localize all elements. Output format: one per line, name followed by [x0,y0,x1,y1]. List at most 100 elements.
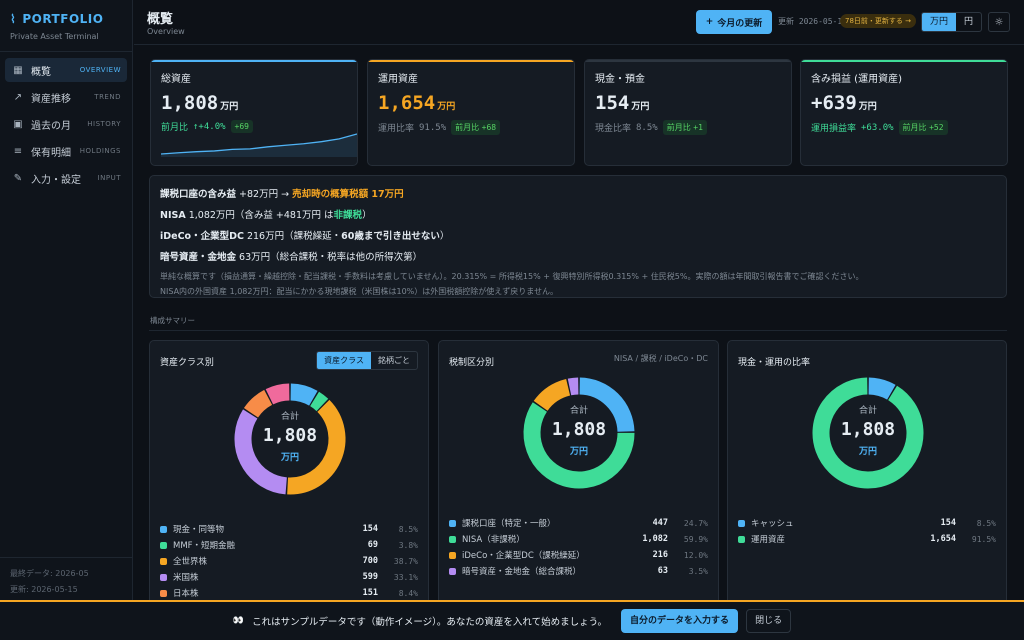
kpi-sub-label: 前月比 [161,123,189,133]
donut-slice[interactable] [523,402,635,489]
tax-line-nisa: NISA 1,082万円（含み益 +481万円 は非課税） [160,207,996,221]
tax-line-crypto-title: 暗号資産・金地金 [160,252,237,263]
donut-slice[interactable] [287,399,346,495]
plus-icon: + [705,17,714,27]
composition-card: 税制区分別 NISA / 課税 / iDeCo・DC 合計 1,808 万円 課税口座（特… [438,340,719,610]
stale-update-badge[interactable]: 78日前・更新する → [840,14,916,28]
sidebar-item-input[interactable]: ✎ 入力・設定 INPUT [5,166,127,190]
sidebar-item-holdings[interactable]: ≡ 保有明細 HOLDINGS [5,139,127,163]
donut-slice[interactable] [868,377,896,400]
donut-slice[interactable] [243,389,273,418]
kpi-sub-value: 8.5% [636,122,658,133]
legend-value: 216 [652,550,668,560]
kpi-card: 含み損益 (運用資産) +639 万円運用損益率 +63.0% 前月比 +52 [800,59,1008,166]
legend-row[interactable]: キャッシュ 154 8.5% [738,515,996,531]
legend-percent: 8.5% [398,524,418,534]
legend-row[interactable]: 日本株 151 8.4% [160,585,418,601]
kpi-number: +639 [811,92,857,114]
tab-asset-class[interactable]: 資産クラス [317,352,371,369]
legend-value: 154 [940,518,956,528]
legend-row[interactable]: NISA（非課税） 1,082 59.9% [449,531,708,547]
legend-swatch [160,589,167,597]
tax-note-nisa-foreign: NISA内の外国資産 1,082万円：配当にかかる現地課税（米国株は10%）は外… [160,287,559,296]
sidebar-nav: ▦ 概覧 OVERVIEW ↗ 資産推移 TREND ▣ 過去の月 HISTORY ≡ 保有明細 HO… [0,52,132,199]
legend-row[interactable]: 課税口座（特定・一般） 447 24.7% [449,515,708,531]
legend: キャッシュ 154 8.5% 運用資産 1,654 91.5% [738,515,996,547]
donut-slice[interactable] [567,377,579,396]
tax-summary: 課税口座の含み益 +82万円 → 売却時の概算税額 17万円 NISA 1,08… [149,175,1007,298]
donut-center-unit: 万円 [858,447,877,457]
sidebar-item-label: 入力・設定 [31,174,81,186]
close-banner-button[interactable]: 閉じる [746,609,792,633]
legend-row[interactable]: 米国株 599 33.1% [160,569,418,585]
theme-toggle-button[interactable]: ☼ [988,12,1010,32]
kpi-delta-chip: 前月比 +52 [898,120,948,135]
tax-line-ideco-close: ） [439,231,450,242]
legend-swatch [160,525,167,533]
sidebar-item-history[interactable]: ▣ 過去の月 HISTORY [5,112,127,136]
kpi-unit: 万円 [220,102,239,112]
legend-value: 154 [362,524,378,534]
unit-toggle: 万円 円 [921,12,983,32]
unit-man-yen-option[interactable]: 万円 [922,13,957,31]
tax-line-ideco: iDeCo・企業型DC 216万円（課税繰延・60歳まで引き出せない） [160,228,996,242]
sidebar-item-en-label: HOLDINGS [79,147,121,155]
legend-name: NISA（非課税） [462,535,525,545]
kpi-sub-label: 運用比率 [378,124,415,134]
legend-row[interactable]: 現金・同等物 154 8.5% [160,521,418,537]
breakdown-toggle: 資産クラス 銘柄ごと [316,351,418,370]
sidebar-item-trend[interactable]: ↗ 資産推移 TREND [5,85,127,109]
legend-row[interactable]: iDeCo・企業型DC（課税繰延） 216 12.0% [449,547,708,563]
donut-chart [234,383,346,495]
legend-percent: 38.7% [393,556,418,566]
donut-slice[interactable] [265,383,290,405]
kpi-title: 含み損益 (運用資産) [811,74,902,85]
kpi-chip-label: 前月比 [902,123,927,132]
sidebar-item-en-label: OVERVIEW [79,66,121,74]
donut-slice[interactable] [309,391,329,412]
tab-by-holding[interactable]: 銘柄ごと [378,356,410,365]
legend-row[interactable]: 暗号資産・金地金（総合課税） 63 3.5% [449,563,708,579]
sparkline-area [161,134,357,157]
legend: 現金・同等物 154 8.5% MMF・短期金融 69 3.8% 全世界株 700 38.7% 米… [160,521,418,601]
monthly-update-button[interactable]: + 今月の更新 [696,10,772,34]
card-title: 資産クラス別 [160,358,214,368]
donut-slice[interactable] [533,379,571,412]
donut-center-label: 合計 [569,406,588,416]
kpi-number: 1,654 [378,92,436,114]
legend-name: 暗号資産・金地金（総合課税） [462,567,582,577]
donut-slice[interactable] [579,377,635,433]
donut-center-value: 1,808 [840,419,896,440]
kpi-accent-bar [801,60,1007,62]
page-title: 概覧 [147,12,174,27]
legend-swatch [160,573,167,581]
kpi-card: 現金・預金 154 万円 現金比率 8.5% 前月比 +1 [584,59,792,166]
unit-yen-option[interactable]: 円 [964,17,974,27]
sidebar-item-overview[interactable]: ▦ 概覧 OVERVIEW [5,58,127,82]
enter-my-data-button[interactable]: 自分のデータを入力する [621,609,739,633]
legend-row[interactable]: 全世界株 700 38.7% [160,553,418,569]
kpi-card: 総資産 1,808 万円 前月比 ↑+4.0% +69 [150,59,358,166]
legend-percent: 3.8% [398,540,418,550]
sidebar-item-label: 概覧 [31,66,51,78]
donut-slice[interactable] [234,409,288,495]
donut-center: 合計 1,808 万円 [240,409,340,463]
kpi-sub-row: 運用損益率 +63.0% 前月比 +52 [811,120,997,135]
legend-row[interactable]: MMF・短期金融 69 3.8% [160,537,418,553]
kpi-value: +639 万円 [811,92,997,114]
legend: 課税口座（特定・一般） 447 24.7% NISA（非課税） 1,082 59.9% iD… [449,515,708,579]
donut-chart [812,377,924,489]
donut-slice[interactable] [812,377,924,489]
donut-center-unit: 万円 [569,447,588,457]
legend-swatch [738,519,745,527]
sidebar: ⌇ PORTFOLIO Private Asset Terminal ▦ 概覧 OV… [0,0,133,640]
kpi-delta-chip: 前月比 +1 [662,120,707,135]
brand-name: PORTFOLIO [22,12,104,26]
legend-name: 運用資産 [751,535,786,545]
legend-row[interactable]: 運用資産 1,654 91.5% [738,531,996,547]
legend-percent: 8.4% [398,588,418,598]
kpi-accent-bar [151,60,357,62]
kpi-delta-chip: +69 [230,120,253,133]
donut-slice[interactable] [290,383,318,406]
legend-percent: 91.5% [971,534,996,544]
